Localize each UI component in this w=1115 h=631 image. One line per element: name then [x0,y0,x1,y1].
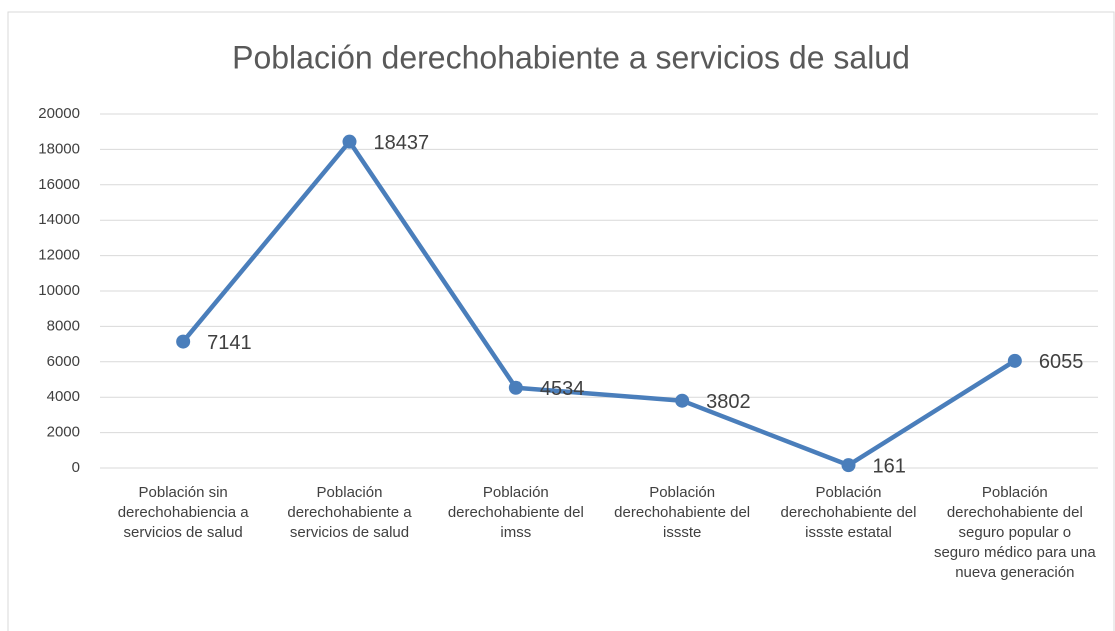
x-tick-label: Población derechohabiente del issste [614,484,751,541]
marker [342,134,357,149]
y-tick-label: 2000 [47,424,80,441]
marker [176,334,191,349]
x-tick-label: Población derechohabiente del imss [447,484,584,541]
data-label: 4534 [540,378,585,400]
marker [1007,353,1022,368]
marker [508,380,523,395]
y-tick-label: 20000 [38,105,80,122]
data-label: 6055 [1039,351,1084,373]
y-tick-label: 8000 [47,317,80,334]
y-tick-label: 14000 [38,211,80,228]
y-tick-label: 12000 [38,247,80,264]
marker [841,458,856,473]
data-label: 18437 [374,132,430,154]
y-tick-label: 4000 [47,388,80,405]
y-tick-label: 0 [72,459,80,476]
chart-title: Población derechohabiente a servicios de… [232,39,910,75]
y-tick-label: 10000 [38,282,80,299]
y-tick-label: 6000 [47,353,80,370]
x-tick-label: Población sin derechohabiencia a servici… [117,484,249,541]
x-tick-label: Población derechohabiente del seguro pop… [933,484,1096,581]
y-tick-label: 18000 [38,140,80,157]
data-label: 161 [873,455,906,477]
x-tick-label: Población derechohabiente a servicios de… [287,484,412,541]
data-label: 3802 [706,391,751,413]
y-tick-label: 16000 [38,176,80,193]
frame-border [7,11,1115,631]
x-tick-label: Población derechohabiente del issste est… [780,484,917,541]
data-label: 7141 [207,332,252,354]
line [181,139,1017,468]
marker [675,393,690,408]
